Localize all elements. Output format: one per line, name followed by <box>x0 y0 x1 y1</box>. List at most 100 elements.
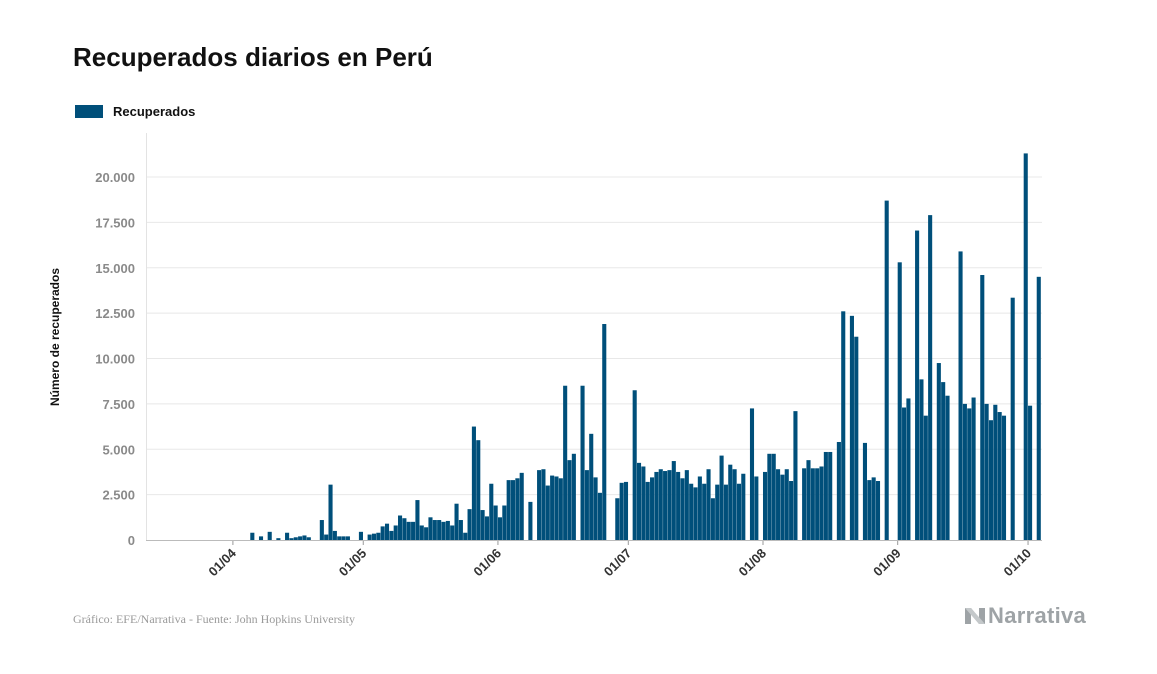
bar <box>819 466 824 540</box>
bar <box>411 521 416 540</box>
bar <box>723 484 728 540</box>
y-tick-label: 10.000 <box>95 352 135 367</box>
bar <box>776 469 781 540</box>
brand-logo: Narrativa <box>964 603 1086 629</box>
y-tick-label: 7.500 <box>102 397 135 412</box>
bar <box>854 336 859 540</box>
bar <box>1036 276 1041 540</box>
bar <box>728 464 733 540</box>
bar <box>706 469 711 540</box>
bar <box>332 530 337 540</box>
bar <box>993 404 998 540</box>
bar <box>789 481 794 540</box>
y-tick-label: 0 <box>128 533 135 548</box>
bar <box>289 538 294 540</box>
bar <box>636 462 642 540</box>
bar <box>697 476 702 540</box>
bar <box>441 521 446 540</box>
bar <box>689 483 694 541</box>
bar <box>384 523 390 540</box>
bar <box>867 480 872 540</box>
bar <box>306 537 311 540</box>
bar <box>906 398 911 540</box>
bar <box>467 509 472 540</box>
bar <box>658 469 663 540</box>
x-tick-label: 01/05 <box>336 546 370 580</box>
bar <box>897 262 902 540</box>
bar <box>684 470 689 540</box>
bar <box>319 520 324 540</box>
bar <box>715 484 720 540</box>
y-tick-label: 15.000 <box>95 261 135 276</box>
bar <box>823 451 828 540</box>
bar <box>1001 415 1007 540</box>
narrativa-logo-icon <box>965 608 985 624</box>
bar <box>285 532 290 540</box>
bar <box>376 532 381 540</box>
bar <box>967 408 972 540</box>
bar <box>780 474 785 540</box>
bar <box>623 481 629 540</box>
bar <box>806 460 811 540</box>
bar <box>389 530 394 540</box>
bar <box>667 470 672 540</box>
y-tick-label: 20.000 <box>95 170 135 185</box>
bar <box>371 533 377 540</box>
bar <box>415 500 420 540</box>
bar <box>432 520 437 540</box>
bar <box>484 516 489 540</box>
bar <box>719 455 724 540</box>
bar <box>458 520 463 540</box>
bar <box>941 382 946 541</box>
bar <box>841 311 846 540</box>
bar <box>962 403 967 541</box>
bar <box>454 503 459 540</box>
bar <box>450 525 455 540</box>
bar <box>445 520 450 540</box>
bar <box>702 483 707 541</box>
bar <box>328 484 333 540</box>
bar <box>345 536 350 540</box>
bar <box>902 407 907 540</box>
brand-name: Narrativa <box>988 603 1087 628</box>
bar <box>784 469 789 540</box>
chart-title: Recuperados diarios en Perú <box>73 42 433 72</box>
bar <box>1028 405 1033 540</box>
bar <box>871 477 876 540</box>
gridlines <box>146 176 1042 496</box>
bar <box>250 532 255 540</box>
bar <box>828 451 833 540</box>
bar <box>615 498 620 540</box>
x-tick-label: 01/09 <box>870 546 904 580</box>
bar <box>480 510 485 540</box>
bar <box>571 453 576 540</box>
bar <box>597 492 602 540</box>
bar <box>619 482 624 540</box>
bar <box>302 535 307 540</box>
bar <box>749 408 755 540</box>
bar <box>958 251 963 541</box>
bar <box>884 200 889 540</box>
bar <box>1023 153 1028 540</box>
x-tick-label: 01/07 <box>601 546 635 580</box>
bar <box>563 385 568 541</box>
bar <box>545 485 550 540</box>
bar <box>593 477 598 540</box>
x-ticks: 01/04 01/05 01/06 01/07 01/08 01/09 01/10 <box>205 540 1034 579</box>
bar <box>506 480 511 540</box>
bar <box>771 453 776 540</box>
bar <box>589 433 594 540</box>
bar <box>358 531 363 540</box>
y-tick-label: 2.500 <box>102 488 135 503</box>
bar <box>258 536 264 540</box>
bar <box>567 460 572 540</box>
bar <box>862 442 868 540</box>
bar <box>424 527 429 540</box>
x-tick-label: 01/10 <box>1001 546 1035 580</box>
bar <box>584 470 589 540</box>
y-tick-label: 12.500 <box>95 306 135 321</box>
bar <box>419 525 424 540</box>
bar <box>541 469 546 540</box>
bar <box>398 515 403 540</box>
